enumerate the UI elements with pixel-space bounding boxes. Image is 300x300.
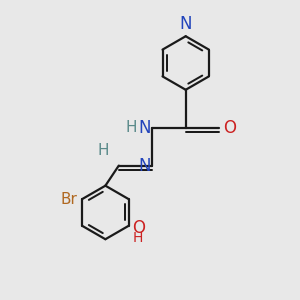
Text: H: H <box>98 142 109 158</box>
Text: H: H <box>132 231 142 245</box>
Text: H: H <box>125 120 136 135</box>
Text: O: O <box>223 119 236 137</box>
Text: N: N <box>138 157 150 175</box>
Text: N: N <box>179 15 192 33</box>
Text: Br: Br <box>61 192 78 207</box>
Text: N: N <box>138 119 150 137</box>
Text: O: O <box>132 219 145 237</box>
